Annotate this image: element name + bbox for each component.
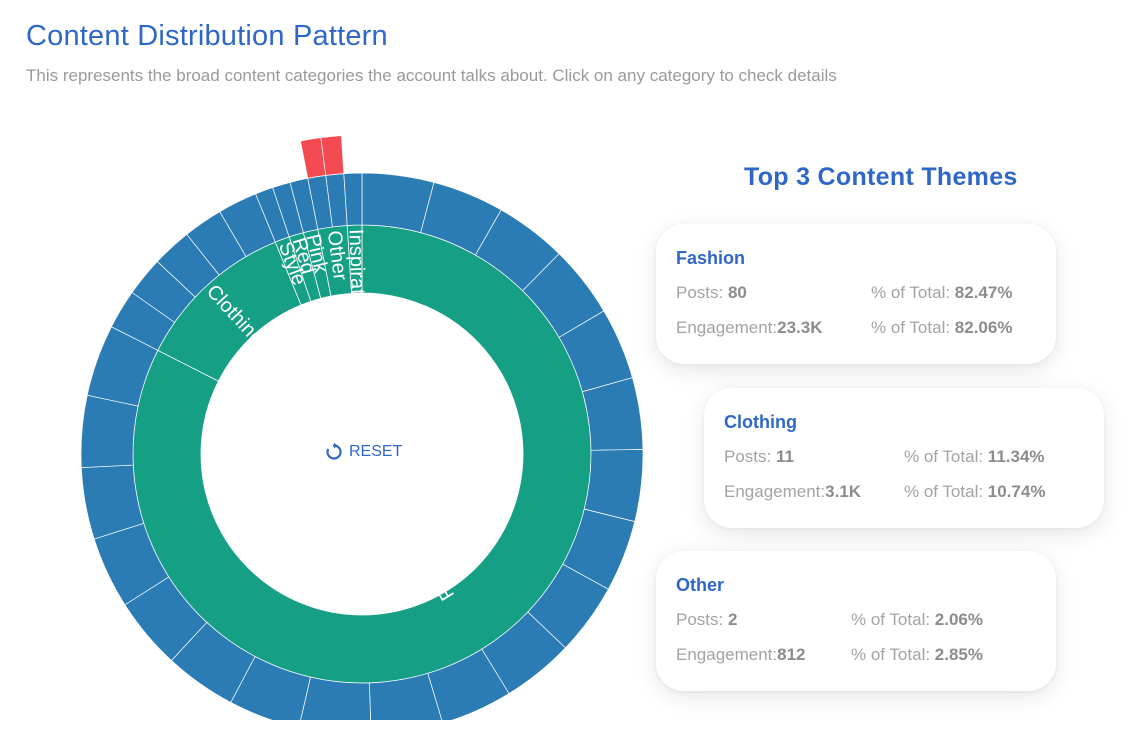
page-subtitle: This represents the broad content catego… — [26, 66, 837, 85]
outer-slice-inspiration[interactable] — [343, 172, 363, 226]
theme-posts-pct: % of Total: 2.06% — [851, 610, 983, 629]
reset-label: RESET — [349, 443, 403, 460]
theme-engagement-pct: % of Total: 10.74% — [904, 482, 1046, 501]
highlight-slice-other[interactable] — [320, 135, 345, 176]
outer-slice-fashion[interactable] — [299, 676, 371, 720]
page-title: Content Distribution Pattern — [26, 20, 388, 52]
theme-card-name: Clothing — [724, 412, 797, 432]
theme-posts: Posts: 80 — [676, 283, 747, 302]
inner-label-fashion: Fashion — [403, 532, 459, 604]
theme-card-other[interactable]: Other Posts: 2 % of Total: 2.06% Engagem… — [656, 551, 1056, 691]
theme-engagement-pct: % of Total: 2.85% — [851, 645, 983, 664]
theme-engagement: Engagement:812 — [676, 645, 806, 664]
reset-button[interactable]: RESET — [324, 442, 402, 462]
theme-posts-pct: % of Total: 11.34% — [904, 447, 1045, 466]
theme-engagement: Engagement:23.3K — [676, 318, 823, 337]
inner-label-inspiration: Inspiration — [344, 229, 369, 322]
theme-posts-pct: % of Total: 82.47% — [871, 283, 1013, 302]
outer-slice-fashion[interactable] — [80, 394, 139, 468]
sunburst-chart[interactable]: FashionClothingStyleRedPinkOtherInspirat… — [70, 100, 650, 720]
theme-posts: Posts: 11 — [724, 447, 794, 466]
theme-engagement: Engagement:3.1K — [724, 482, 862, 501]
reset-icon — [326, 442, 342, 460]
theme-card-clothing[interactable]: Clothing Posts: 11 % of Total: 11.34% En… — [704, 388, 1104, 528]
outer-slice-fashion[interactable] — [583, 449, 644, 523]
theme-engagement-pct: % of Total: 82.06% — [871, 318, 1013, 337]
theme-posts: Posts: 2 — [676, 610, 738, 629]
themes-title: Top 3 Content Themes — [744, 163, 1018, 191]
theme-card-name: Other — [676, 575, 725, 595]
theme-card-fashion[interactable]: Fashion Posts: 80 % of Total: 82.47% Eng… — [656, 224, 1056, 364]
theme-card-name: Fashion — [676, 248, 746, 268]
